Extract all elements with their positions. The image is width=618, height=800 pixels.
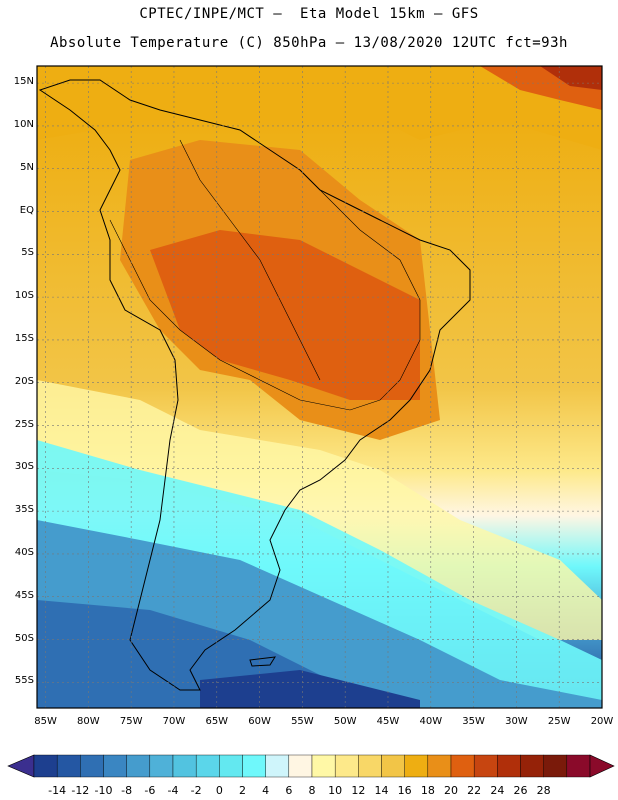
colorbar-segment bbox=[80, 754, 104, 778]
colorbar-segment bbox=[149, 754, 174, 778]
lon-label: 70W bbox=[162, 716, 186, 727]
lon-label: 55W bbox=[291, 716, 314, 727]
colorbar-label: 6 bbox=[285, 784, 293, 797]
colorbar-segment bbox=[311, 754, 336, 778]
colorbar-segment bbox=[497, 754, 521, 778]
lat-label: EQ bbox=[19, 204, 34, 216]
colorbar-segment bbox=[404, 754, 429, 778]
lat-label: 5S bbox=[21, 247, 34, 259]
colorbar-segment bbox=[219, 754, 243, 778]
colorbar-label: -4 bbox=[167, 784, 179, 797]
colorbar-label: 10 bbox=[328, 784, 343, 797]
colorbar-label: 24 bbox=[490, 784, 505, 797]
colorbar-segment bbox=[195, 754, 220, 778]
title-line-1: CPTEC/INPE/MCT – Eta Model 15km – GFS bbox=[139, 6, 479, 22]
lat-label: 20S bbox=[14, 375, 34, 387]
colorbar-label: 2 bbox=[239, 784, 246, 797]
lat-label: 15N bbox=[13, 76, 34, 88]
lon-label: 75W bbox=[119, 716, 143, 727]
colorbar-segment bbox=[427, 754, 452, 778]
colorbar-segment bbox=[381, 754, 405, 778]
lon-label: 20W bbox=[590, 716, 614, 727]
colorbar-label: 12 bbox=[351, 784, 366, 797]
lat-label: 30S bbox=[14, 461, 34, 473]
lat-label: 25S bbox=[14, 418, 34, 430]
lon-label: 25W bbox=[547, 716, 571, 727]
colorbar-segment bbox=[33, 754, 58, 778]
lon-label: 30W bbox=[505, 716, 528, 727]
temperature-field bbox=[37, 66, 602, 708]
lat-label: 15S bbox=[14, 332, 34, 344]
colorbar-segment bbox=[288, 754, 313, 778]
colorbar-segment bbox=[543, 754, 568, 778]
colorbar-label: 22 bbox=[467, 784, 482, 797]
colorbar-label: 20 bbox=[444, 784, 458, 797]
colorbar-label: -6 bbox=[144, 784, 156, 797]
colorbar-segment bbox=[265, 754, 290, 778]
lat-label: 45S bbox=[14, 589, 34, 601]
colorbar-label: 4 bbox=[262, 784, 270, 797]
colorbar-label: -2 bbox=[190, 784, 202, 797]
lon-label: 60W bbox=[248, 716, 271, 727]
colorbar-segment bbox=[358, 754, 382, 778]
colorbar-label: 26 bbox=[513, 784, 528, 797]
colorbar-above-arrow bbox=[589, 754, 615, 778]
colorbar-label: 8 bbox=[308, 784, 316, 797]
coastlines bbox=[38, 79, 471, 691]
colorbar-segment bbox=[172, 754, 197, 778]
lon-label: 40W bbox=[419, 716, 443, 727]
lat-label: 40S bbox=[14, 546, 34, 558]
lat-label: 35S bbox=[14, 504, 34, 516]
colorbar-label: 0 bbox=[215, 784, 223, 797]
lon-label: 50W bbox=[333, 716, 357, 727]
colorbar-segment bbox=[103, 754, 127, 778]
lon-label: 65W bbox=[205, 716, 229, 727]
lon-label: 85W bbox=[34, 716, 57, 727]
lat-label: 55S bbox=[14, 675, 34, 687]
colorbar-segment bbox=[450, 754, 475, 778]
lon-label: 45W bbox=[376, 716, 400, 727]
colorbar-segment bbox=[56, 754, 81, 778]
colorbar-label: -10 bbox=[94, 784, 113, 797]
colorbar-label: 14 bbox=[374, 784, 389, 797]
lat-label: 10S bbox=[14, 290, 34, 302]
lon-label: 35W bbox=[462, 716, 485, 727]
colorbar-segment bbox=[520, 754, 544, 778]
colorbar-below-arrow bbox=[7, 754, 35, 778]
colorbar-segment bbox=[334, 754, 359, 778]
colorbar bbox=[7, 754, 615, 778]
title-line-2: Absolute Temperature (C) 850hPa – 13/08/… bbox=[50, 35, 568, 51]
lat-label: 50S bbox=[14, 632, 34, 644]
lat-label: 5N bbox=[20, 161, 34, 173]
colorbar-label: 16 bbox=[397, 784, 412, 797]
colorbar-segment bbox=[566, 754, 591, 778]
colorbar-segment bbox=[126, 754, 151, 778]
colorbar-segment bbox=[473, 754, 498, 778]
colorbar-label: 18 bbox=[420, 784, 435, 797]
lat-label: 10N bbox=[13, 118, 34, 130]
colorbar-label: -12 bbox=[71, 784, 90, 797]
colorbar-label: 28 bbox=[536, 784, 551, 797]
colorbar-label: -14 bbox=[48, 784, 67, 797]
map-frame bbox=[36, 65, 603, 709]
colorbar-label: -8 bbox=[121, 784, 133, 797]
colorbar-segment bbox=[242, 754, 266, 778]
lon-label: 80W bbox=[77, 716, 100, 727]
